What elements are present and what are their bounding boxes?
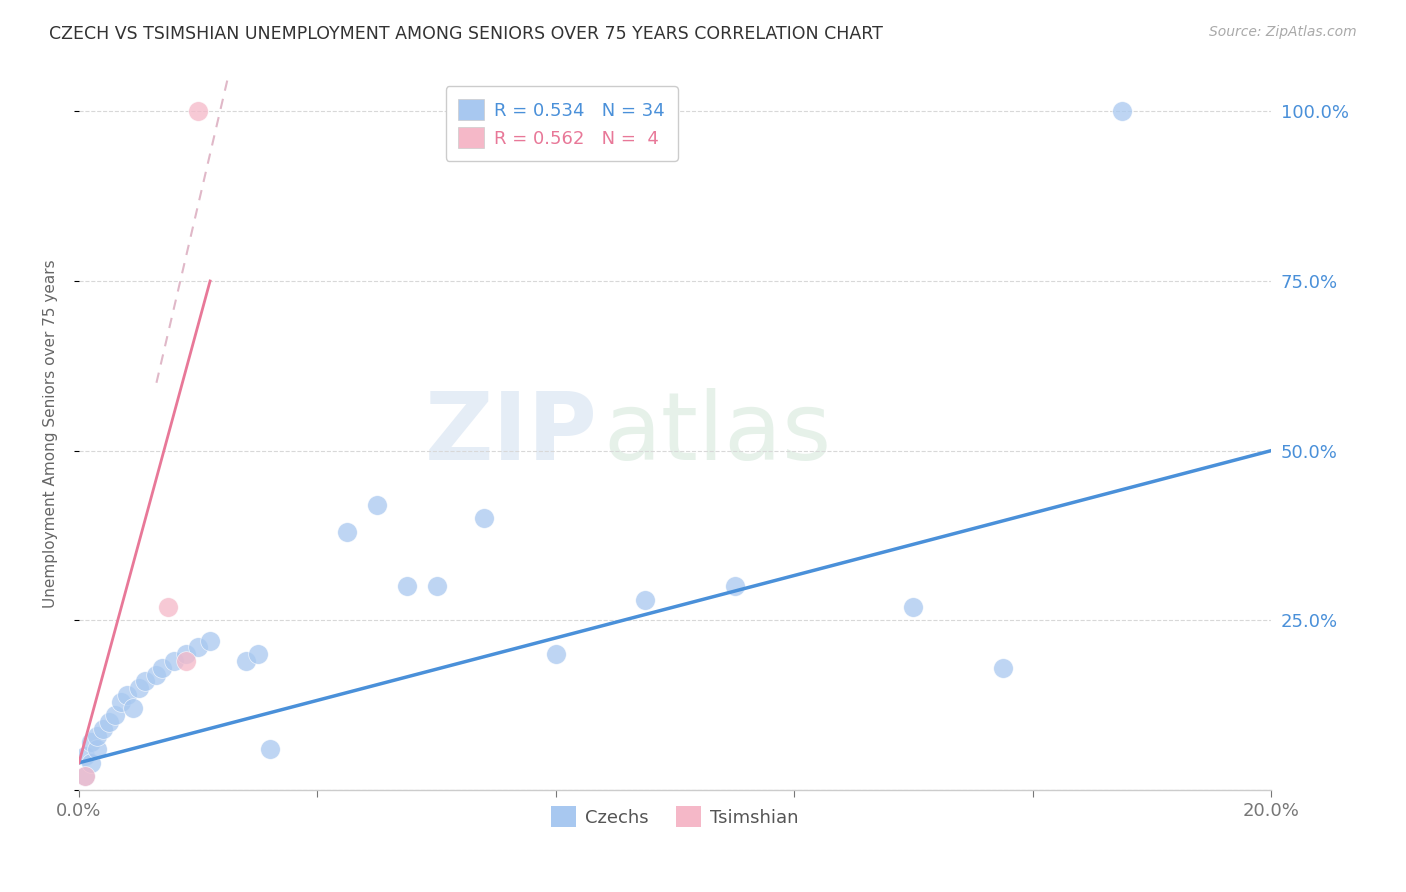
Point — [246, 647, 269, 661]
Point — [426, 579, 449, 593]
Point — [395, 579, 418, 593]
Point — [1111, 104, 1133, 119]
Point — [903, 599, 925, 614]
Point — [163, 654, 186, 668]
Point — [187, 640, 209, 655]
Text: Source: ZipAtlas.com: Source: ZipAtlas.com — [1209, 25, 1357, 39]
Point — [259, 742, 281, 756]
Point — [544, 647, 567, 661]
Point — [134, 674, 156, 689]
Point — [97, 714, 120, 729]
Point — [174, 647, 197, 661]
Point — [121, 701, 143, 715]
Point — [110, 695, 132, 709]
Point — [91, 722, 114, 736]
Point — [198, 633, 221, 648]
Point — [115, 688, 138, 702]
Point — [86, 742, 108, 756]
Point — [86, 729, 108, 743]
Point — [991, 661, 1014, 675]
Point — [366, 498, 388, 512]
Point — [723, 579, 745, 593]
Point — [157, 599, 180, 614]
Point — [80, 756, 103, 770]
Point — [634, 593, 657, 607]
Point — [128, 681, 150, 695]
Point — [104, 708, 127, 723]
Point — [235, 654, 257, 668]
Point — [472, 511, 495, 525]
Point — [152, 661, 174, 675]
Legend: Czechs, Tsimshian: Czechs, Tsimshian — [544, 799, 806, 834]
Text: ZIP: ZIP — [425, 388, 598, 480]
Point — [80, 735, 103, 749]
Point — [73, 769, 96, 783]
Point — [336, 524, 359, 539]
Text: atlas: atlas — [603, 388, 832, 480]
Point — [145, 667, 167, 681]
Point — [174, 654, 197, 668]
Text: CZECH VS TSIMSHIAN UNEMPLOYMENT AMONG SENIORS OVER 75 YEARS CORRELATION CHART: CZECH VS TSIMSHIAN UNEMPLOYMENT AMONG SE… — [49, 25, 883, 43]
Point — [73, 769, 96, 783]
Point — [73, 749, 96, 764]
Y-axis label: Unemployment Among Seniors over 75 years: Unemployment Among Seniors over 75 years — [44, 260, 58, 608]
Point — [187, 104, 209, 119]
